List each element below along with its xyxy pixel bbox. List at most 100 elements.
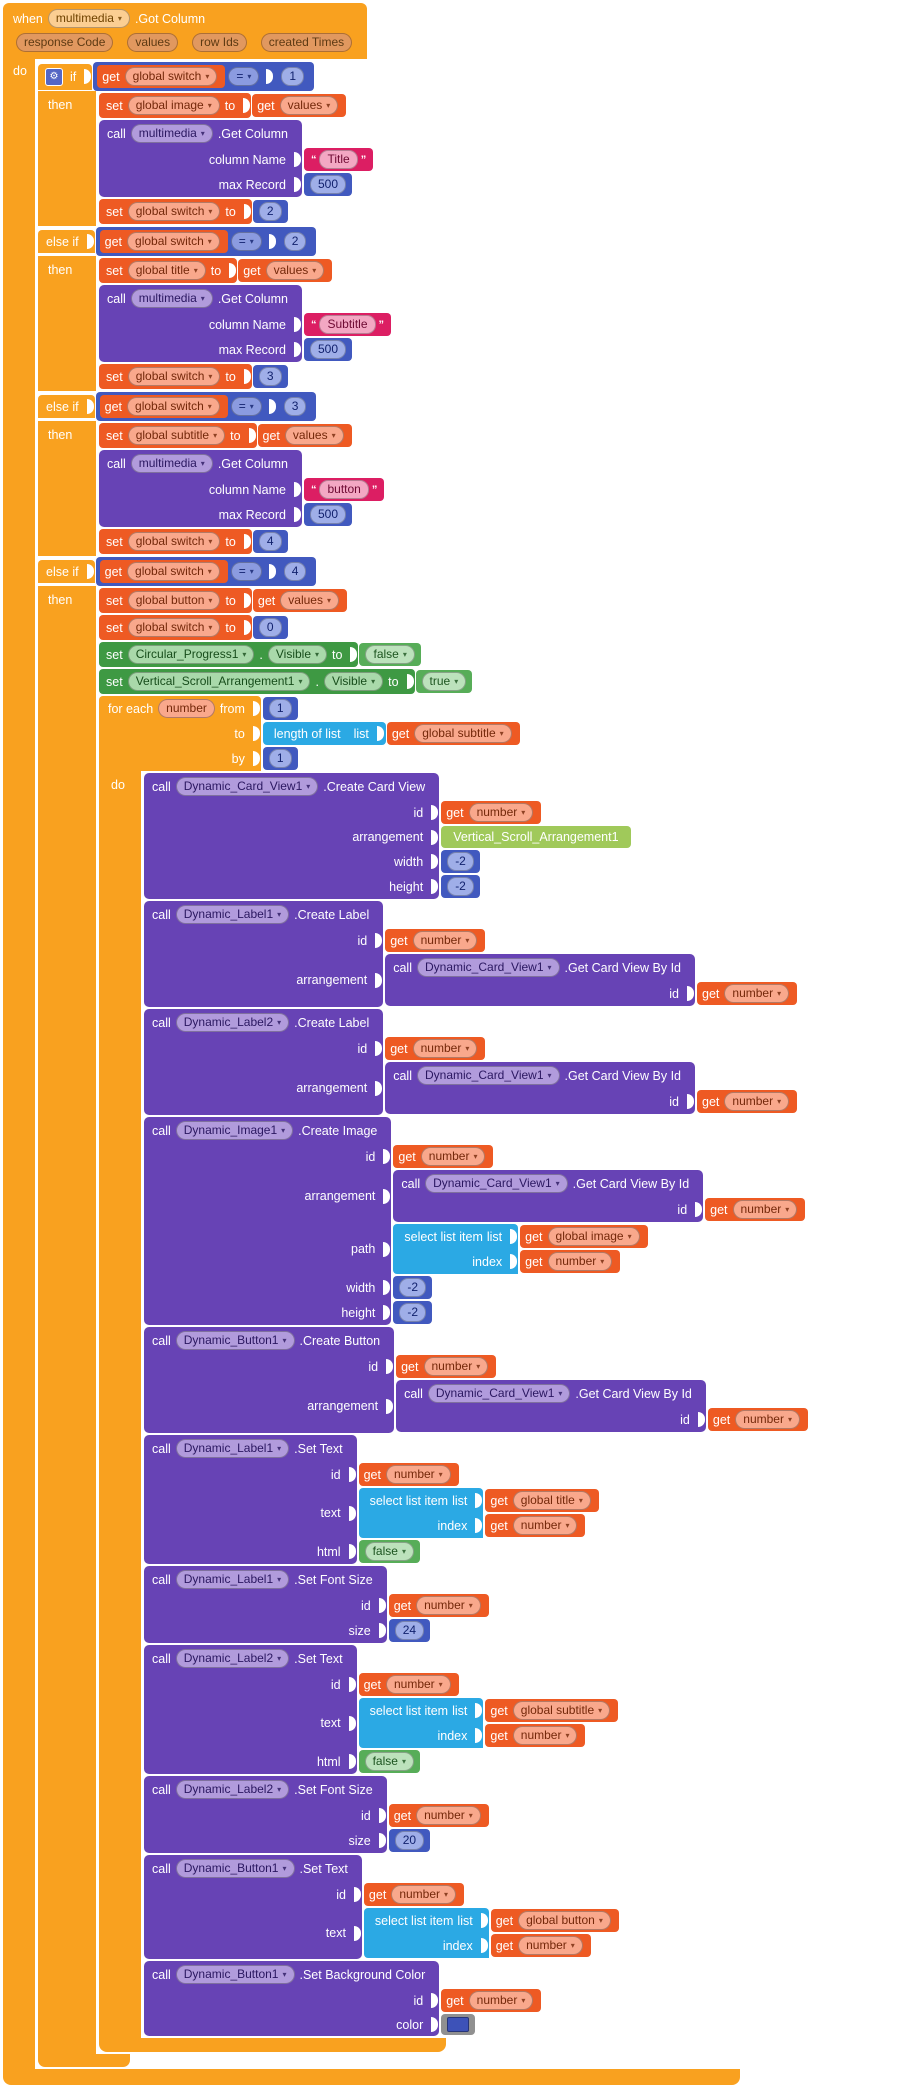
component-dropdown[interactable]: multimedia ▾ bbox=[130, 124, 213, 143]
call-dynamic-card-view1-create-card-view-block[interactable]: call Dynamic_Card_View1 ▾ .Create Card View… bbox=[144, 773, 631, 899]
number-block[interactable]: 20 bbox=[388, 1829, 431, 1852]
variable-dropdown[interactable]: number ▾ bbox=[518, 1936, 583, 1955]
text-field[interactable]: Subtitle bbox=[319, 315, 376, 334]
get-variable-block[interactable]: get number ▾ bbox=[485, 1514, 586, 1537]
number-block[interactable]: -2 bbox=[441, 850, 480, 873]
number-field[interactable]: 24 bbox=[394, 1621, 425, 1640]
compare-block[interactable]: get global switch ▾ = ▾ 2 bbox=[95, 227, 317, 256]
compare-block[interactable]: get global switch ▾ = ▾ 4 bbox=[95, 557, 317, 586]
variable-dropdown[interactable]: number ▾ bbox=[412, 1039, 478, 1058]
logic-dropdown[interactable]: false ▾ bbox=[364, 1752, 414, 1771]
get-variable-block[interactable]: get number ▾ bbox=[490, 1934, 591, 1957]
call-dynamic-card-view1-get-card-view-by-id-block[interactable]: call Dynamic_Card_View1 ▾ .Get Card View By… bbox=[393, 1170, 806, 1222]
event-parameter-row-ids[interactable]: row Ids bbox=[192, 33, 247, 52]
variable-dropdown[interactable]: global switch ▾ bbox=[127, 202, 221, 221]
set-variable-block[interactable]: set global button ▾ to bbox=[99, 588, 252, 613]
set-vertical-scroll-arrangement1-visible-block[interactable]: set Vertical_Scroll_Arrangement1 ▾. Visible… bbox=[99, 669, 415, 694]
call-dynamic-card-view1-get-card-view-by-id-block[interactable]: call Dynamic_Card_View1 ▾ .Get Card View By… bbox=[385, 954, 798, 1006]
variable-dropdown[interactable]: global title ▾ bbox=[127, 261, 206, 280]
get-variable-block[interactable]: get number ▾ bbox=[363, 1883, 465, 1906]
event-parameter-values[interactable]: values bbox=[127, 33, 179, 52]
variable-dropdown[interactable]: global image ▾ bbox=[547, 1227, 640, 1246]
number-field[interactable]: 1 bbox=[281, 67, 305, 86]
variable-dropdown[interactable]: number ▾ bbox=[468, 803, 534, 822]
logic-false-block[interactable]: false ▾ bbox=[358, 1750, 420, 1773]
call-dynamic-label1-set-text-block[interactable]: call Dynamic_Label1 ▾ .Set Text id get number ▾… bbox=[144, 1435, 599, 1564]
variable-dropdown[interactable]: global switch ▾ bbox=[127, 532, 221, 551]
call-multimedia-get-column-block[interactable]: call multimedia ▾ .Get Column column Name “bu… bbox=[99, 450, 385, 527]
call-dynamic-label2-create-label-block[interactable]: call Dynamic_Label2 ▾ .Create Label id get num… bbox=[144, 1009, 798, 1115]
number-block[interactable]: 3 bbox=[277, 395, 313, 418]
component-dropdown[interactable]: Dynamic_Label1 ▾ bbox=[175, 1570, 290, 1589]
text-field[interactable]: Title bbox=[319, 150, 358, 169]
variable-dropdown[interactable]: global switch ▾ bbox=[127, 367, 221, 386]
number-field[interactable]: 1 bbox=[268, 699, 292, 718]
logic-true-block[interactable]: true ▾ bbox=[415, 670, 473, 693]
get-variable-block[interactable]: get number ▾ bbox=[441, 801, 542, 824]
variable-dropdown[interactable]: number ▾ bbox=[416, 1596, 481, 1615]
text-string-block[interactable]: “Subtitle” bbox=[303, 313, 392, 336]
variable-dropdown[interactable]: global subtitle ▾ bbox=[127, 426, 226, 445]
get-variable-block[interactable]: get values ▾ bbox=[252, 94, 347, 117]
number-block[interactable]: 1 bbox=[275, 65, 311, 88]
color-block[interactable] bbox=[441, 2014, 476, 2035]
get-variable-block[interactable]: get number ▾ bbox=[388, 1594, 489, 1617]
number-field[interactable]: 500 bbox=[309, 340, 347, 359]
select-list-item-block[interactable]: select list item list get global button ▾ ind… bbox=[363, 1908, 619, 1958]
component-dropdown[interactable]: Vertical_Scroll_Arrangement1 ▾ bbox=[127, 672, 311, 691]
get-variable-block[interactable]: get global switch ▾ bbox=[99, 230, 228, 253]
get-variable-block[interactable]: get number ▾ bbox=[520, 1250, 621, 1273]
variable-dropdown[interactable]: number ▾ bbox=[724, 1092, 790, 1111]
get-variable-block[interactable]: get global title ▾ bbox=[485, 1489, 599, 1512]
number-block[interactable]: 2 bbox=[277, 230, 313, 253]
get-variable-block[interactable]: get number ▾ bbox=[396, 1355, 497, 1378]
variable-dropdown[interactable]: global switch ▾ bbox=[127, 232, 220, 251]
component-dropdown[interactable]: multimedia ▾ bbox=[130, 454, 213, 473]
get-variable-block[interactable]: get number ▾ bbox=[485, 1724, 586, 1747]
get-variable-block[interactable]: get number ▾ bbox=[441, 1989, 542, 2012]
set-variable-block[interactable]: set global switch ▾ to bbox=[99, 615, 252, 640]
for-each-number-block[interactable]: for each number from 1 to length of list list g… bbox=[99, 696, 808, 2052]
number-field[interactable]: 4 bbox=[258, 532, 282, 551]
variable-dropdown[interactable]: global button ▾ bbox=[518, 1911, 611, 1930]
operator-dropdown[interactable]: = ▾ bbox=[228, 67, 260, 86]
set-variable-block[interactable]: set global switch ▾ to bbox=[99, 364, 252, 389]
component-dropdown[interactable]: Dynamic_Card_View1 ▾ bbox=[175, 777, 319, 796]
set-variable-block[interactable]: set global switch ▾ to bbox=[99, 529, 252, 554]
number-block[interactable]: -2 bbox=[393, 1301, 433, 1324]
variable-dropdown[interactable]: number ▾ bbox=[724, 984, 790, 1003]
component-dropdown[interactable]: Dynamic_Card_View1 ▾ bbox=[417, 958, 560, 977]
set-variable-block[interactable]: set global image ▾ to bbox=[99, 93, 252, 118]
set-variable-block[interactable]: set global title ▾ to bbox=[99, 258, 238, 283]
number-field[interactable]: 2 bbox=[258, 202, 282, 221]
logic-dropdown[interactable]: false ▾ bbox=[365, 645, 415, 664]
variable-dropdown[interactable]: global button ▾ bbox=[127, 591, 221, 610]
variable-dropdown[interactable]: global switch ▾ bbox=[127, 618, 221, 637]
set-circular-progress1-visible-block[interactable]: set Circular_Progress1 ▾. Visible ▾ to bbox=[99, 642, 359, 667]
call-dynamic-button1-set-text-block[interactable]: call Dynamic_Button1 ▾ .Set Text id get number… bbox=[144, 1855, 619, 1959]
component-dropdown[interactable]: Dynamic_Button1 ▾ bbox=[175, 1965, 295, 1984]
call-dynamic-label1-set-font-size-block[interactable]: call Dynamic_Label1 ▾ .Set Font Size id get nu… bbox=[144, 1566, 489, 1643]
component-dropdown[interactable]: Dynamic_Image1 ▾ bbox=[175, 1121, 294, 1140]
variable-dropdown[interactable]: number ▾ bbox=[732, 1200, 798, 1219]
component-dropdown[interactable]: multimedia ▾ bbox=[130, 289, 213, 308]
property-dropdown[interactable]: Visible ▾ bbox=[323, 672, 384, 691]
get-variable-block[interactable]: get global switch ▾ bbox=[97, 65, 226, 88]
call-dynamic-card-view1-get-card-view-by-id-block[interactable]: call Dynamic_Card_View1 ▾ .Get Card View By… bbox=[385, 1062, 798, 1114]
component-dropdown[interactable]: Dynamic_Button1 ▾ bbox=[175, 1331, 295, 1350]
number-block[interactable]: 4 bbox=[252, 530, 288, 553]
number-block[interactable]: 2 bbox=[252, 200, 288, 223]
else-if-clause[interactable]: else if bbox=[38, 560, 95, 583]
get-variable-block[interactable]: get global subtitle ▾ bbox=[386, 722, 520, 745]
number-field[interactable]: 20 bbox=[394, 1831, 425, 1850]
number-block[interactable]: 1 bbox=[262, 697, 298, 720]
number-field[interactable]: 2 bbox=[283, 232, 307, 251]
call-dynamic-label2-set-text-block[interactable]: call Dynamic_Label2 ▾ .Set Text id get number ▾… bbox=[144, 1645, 619, 1774]
number-field[interactable]: 500 bbox=[309, 175, 347, 194]
call-dynamic-label2-set-font-size-block[interactable]: call Dynamic_Label2 ▾ .Set Font Size id get nu… bbox=[144, 1776, 489, 1853]
number-field[interactable]: 1 bbox=[268, 749, 292, 768]
number-block[interactable]: 3 bbox=[252, 365, 288, 388]
call-dynamic-label1-create-label-block[interactable]: call Dynamic_Label1 ▾ .Create Label id get num… bbox=[144, 901, 798, 1007]
variable-dropdown[interactable]: number ▾ bbox=[391, 1885, 457, 1904]
number-block[interactable]: -2 bbox=[393, 1276, 433, 1299]
